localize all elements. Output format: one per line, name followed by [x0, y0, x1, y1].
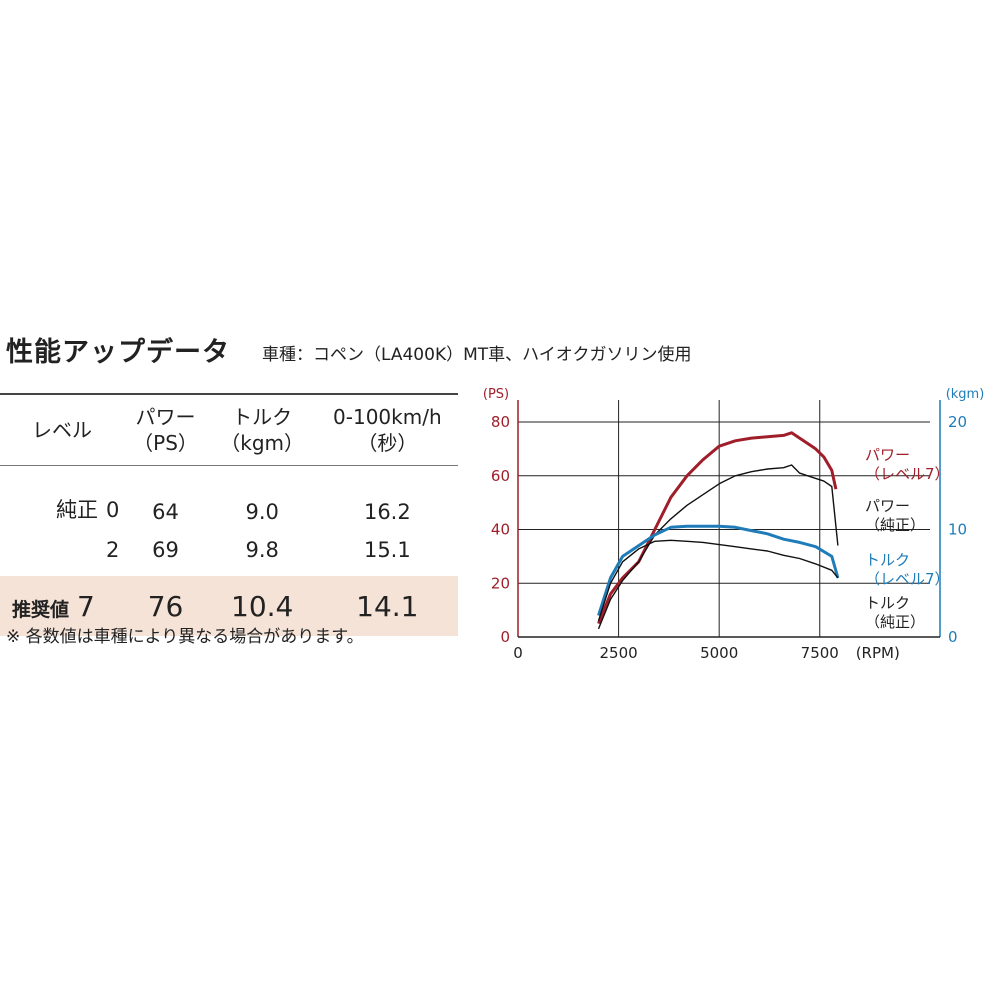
- accel-cell: 14.1: [316, 576, 458, 636]
- power-cell: 76: [123, 576, 208, 636]
- series-label: トルク: [865, 551, 910, 569]
- footnote: ※ 各数値は車種により異なる場合があります。: [6, 627, 364, 647]
- x-tick-label: 7500: [801, 644, 839, 662]
- power-cell: 64: [152, 500, 179, 524]
- y-right-unit-label: (kgm): [946, 387, 985, 402]
- series-label: （純正）: [865, 516, 925, 534]
- page-title: 性能アップデータ: [6, 337, 230, 368]
- accel-cell: 16.2: [363, 500, 411, 524]
- y-right-tick-label: 10: [948, 521, 967, 539]
- torque-cell: 10.4: [207, 576, 317, 636]
- y-right-tick-label: 20: [948, 413, 967, 431]
- x-tick-label: 2500: [599, 644, 637, 662]
- series-label: パワー: [865, 446, 910, 464]
- series-label: トルク: [865, 594, 910, 612]
- x-tick-label: 0: [513, 644, 523, 662]
- series-line: [597, 524, 840, 616]
- col-header-accel: 0-100km/h （秒）: [316, 393, 458, 466]
- y-left-unit-label: (PS): [483, 387, 509, 402]
- performance-table: レベル パワー （PS） トルク （kgm） 0-100km/h （秒） 純正 0 64…: [0, 393, 458, 636]
- y-left-tick-label: 40: [491, 521, 510, 539]
- vehicle-subtitle: 車種：コペン（LA400K）MT車、ハイオクガソリン使用: [262, 345, 692, 365]
- table-header-row: レベル パワー （PS） トルク （kgm） 0-100km/h （秒）: [0, 393, 458, 466]
- level-cell: 推奨値 7: [0, 576, 124, 636]
- y-left-tick-label: 60: [491, 467, 510, 485]
- series-label: （レベル7）: [865, 465, 950, 483]
- x-unit-label: (RPM): [856, 644, 900, 662]
- col-header-level: レベル: [0, 393, 124, 466]
- power-cell: 69: [152, 538, 179, 562]
- col-header-power: パワー （PS）: [123, 393, 208, 466]
- series-line: [597, 431, 838, 625]
- y-left-tick-label: 0: [500, 628, 510, 646]
- table-row: 純正 0 64 9.0 16.2: [0, 466, 458, 529]
- level-cell: 2: [106, 538, 120, 562]
- series-line: [597, 464, 839, 630]
- torque-cell: 9.8: [245, 538, 279, 562]
- y-right-tick-label: 0: [948, 628, 958, 646]
- power-torque-chart: 0 20 40 60 80 0 10 20 (PS) (kgm) 0 2500 5000 7500 (RPM…: [483, 387, 985, 662]
- col-header-torque: トルク （kgm）: [207, 393, 317, 466]
- torque-cell: 9.0: [245, 500, 279, 524]
- accel-cell: 15.1: [363, 538, 411, 562]
- series-label: （純正）: [865, 613, 925, 631]
- series-line: [597, 539, 839, 622]
- recommended-row: 推奨値 7 76 10.4 14.1: [0, 576, 458, 636]
- y-left-tick-label: 80: [491, 413, 510, 431]
- y-left-tick-label: 20: [491, 574, 510, 592]
- level-cell: 純正 0: [56, 498, 120, 522]
- series-label: パワー: [865, 497, 910, 515]
- x-tick-label: 5000: [700, 644, 738, 662]
- series-label: （レベル7）: [865, 570, 950, 588]
- table-row: 2 69 9.8 15.1: [0, 528, 458, 572]
